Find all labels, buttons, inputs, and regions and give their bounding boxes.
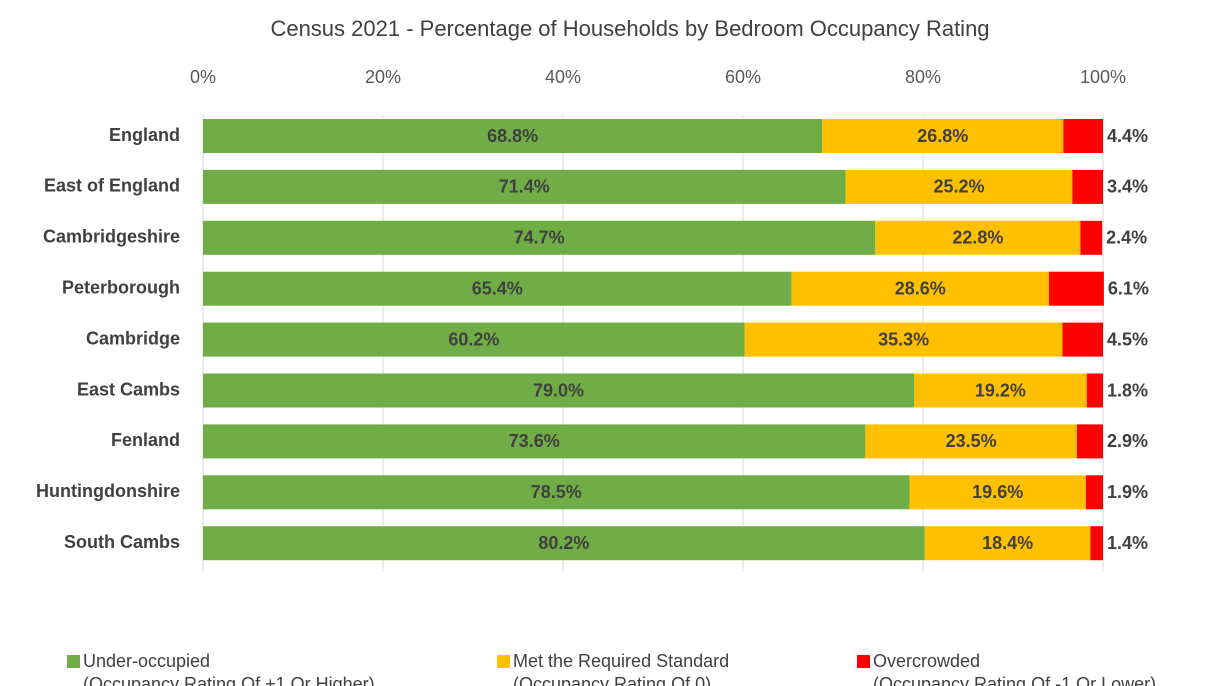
chart: Census 2021 - Percentage of Households b…: [36, 16, 1149, 572]
x-tick-label: 20%: [365, 67, 401, 87]
legend-label: Met the Required Standard (Occupancy Rat…: [513, 651, 730, 686]
data-label: 35.3%: [878, 329, 929, 349]
bar-segment: [875, 220, 1081, 255]
legend-label: Overcrowded (Occupancy Rating Of -1 Or L…: [873, 651, 1157, 686]
data-label: 18.4%: [982, 533, 1033, 553]
bar-segment: [1076, 424, 1103, 459]
bar-segment: [203, 322, 745, 357]
data-label: 1.9%: [1107, 482, 1148, 502]
data-label: 3.4%: [1107, 177, 1148, 197]
bar-segment: [845, 169, 1073, 204]
bar-segment: [1062, 322, 1103, 357]
y-tick-label: East of England: [44, 176, 180, 196]
bar-segment: [1080, 220, 1103, 255]
bar-segment: [203, 424, 866, 459]
bar-segment: [1086, 373, 1103, 408]
data-label: 23.5%: [946, 431, 997, 451]
data-label: 74.7%: [514, 228, 565, 248]
data-label: 2.9%: [1107, 431, 1148, 451]
data-label: 26.8%: [917, 126, 968, 146]
data-label: 22.8%: [952, 228, 1003, 248]
legend-label: Under-occupied (Occupancy Rating Of +1 O…: [83, 651, 375, 686]
data-label: 2.4%: [1106, 228, 1147, 248]
data-label: 78.5%: [531, 482, 582, 502]
bar-segment: [1085, 475, 1103, 510]
data-label: 25.2%: [933, 177, 984, 197]
bar-segment: [203, 271, 792, 306]
data-label: 79.0%: [533, 380, 584, 400]
x-tick-label: 100%: [1080, 67, 1126, 87]
data-label: 60.2%: [448, 329, 499, 349]
bar-segment: [203, 220, 876, 255]
y-tick-label: Cambridge: [86, 328, 180, 348]
bar-segment: [914, 373, 1087, 408]
bar-segment: [203, 119, 823, 153]
bar-segment: [203, 169, 846, 204]
y-tick-label: Peterborough: [62, 277, 180, 297]
bar-segment: [203, 373, 914, 408]
data-label: 68.8%: [487, 126, 538, 146]
y-tick-label: England: [109, 125, 180, 145]
y-tick-label: Cambridgeshire: [43, 227, 180, 247]
data-label: 1.4%: [1107, 533, 1148, 553]
bar-segment: [909, 475, 1086, 510]
bar-segment: [924, 526, 1091, 561]
bar-segment: [744, 322, 1063, 357]
bar-segment: [1049, 271, 1104, 306]
bar-segment: [1063, 119, 1103, 153]
legend-swatch: [67, 655, 80, 668]
data-label: 19.6%: [972, 482, 1023, 502]
chart-title: Census 2021 - Percentage of Households b…: [270, 16, 989, 41]
y-tick-label: Fenland: [111, 430, 180, 450]
bar-segment: [1072, 169, 1103, 204]
y-tick-label: Huntingdonshire: [36, 481, 180, 501]
data-label: 1.8%: [1107, 380, 1148, 400]
data-label: 71.4%: [499, 177, 550, 197]
bar-segment: [203, 526, 925, 561]
y-tick-label: East Cambs: [77, 379, 180, 399]
data-label: 6.1%: [1108, 278, 1149, 298]
data-label: 19.2%: [975, 380, 1026, 400]
legend-swatch: [857, 655, 870, 668]
x-tick-label: 0%: [190, 67, 216, 87]
x-tick-label: 40%: [545, 67, 581, 87]
data-label: 73.6%: [509, 431, 560, 451]
data-label: 4.4%: [1107, 126, 1148, 146]
bar-segment: [1090, 526, 1103, 561]
legend-swatch: [497, 655, 510, 668]
bar-segment: [203, 475, 910, 510]
data-label: 80.2%: [538, 533, 589, 553]
data-label: 65.4%: [472, 278, 523, 298]
x-tick-label: 80%: [905, 67, 941, 87]
bar-segment: [865, 424, 1077, 459]
x-tick-label: 60%: [725, 67, 761, 87]
data-label: 28.6%: [895, 278, 946, 298]
bar-segment: [822, 119, 1064, 153]
data-label: 4.5%: [1107, 329, 1148, 349]
bar-segment: [791, 271, 1049, 306]
y-tick-label: South Cambs: [64, 532, 180, 552]
